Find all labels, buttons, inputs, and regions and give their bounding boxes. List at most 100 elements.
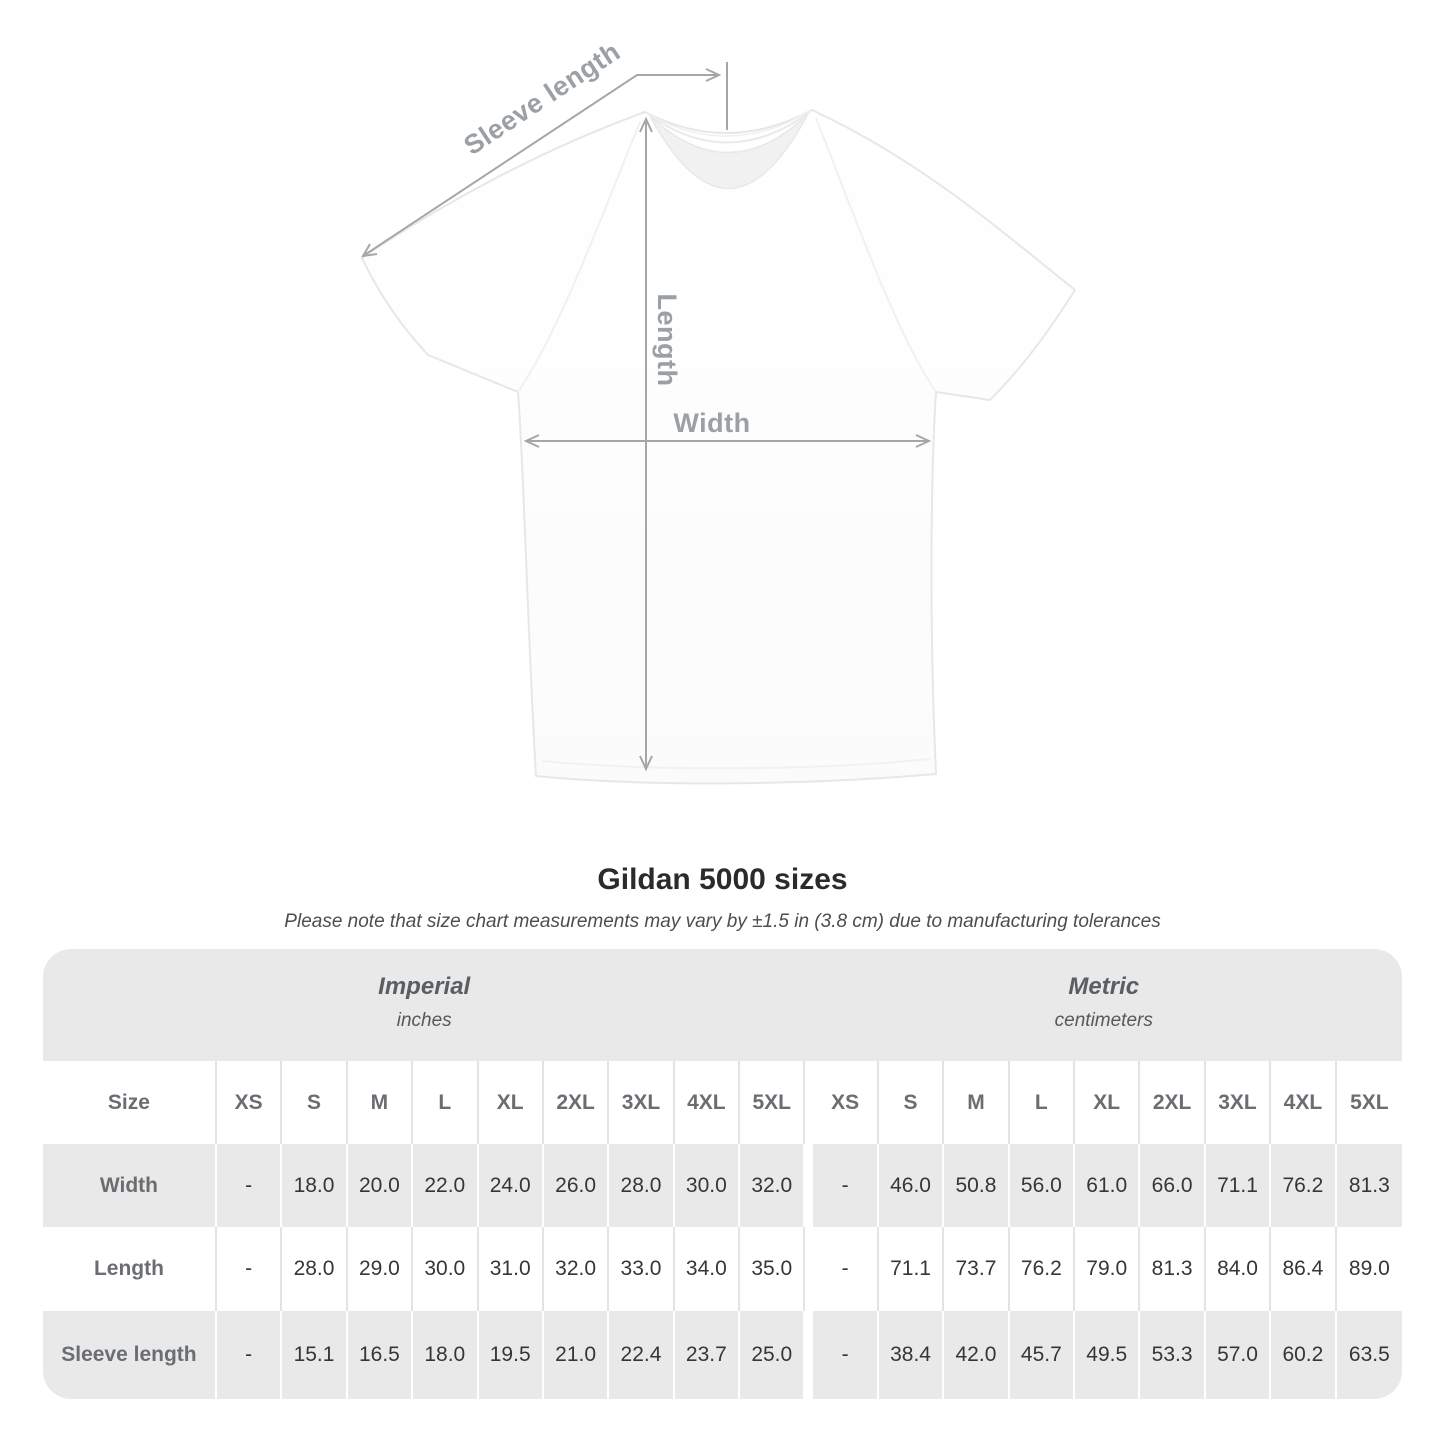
size-header-cell: XS: [813, 1061, 879, 1144]
measurement-value-cell: 49.5: [1075, 1311, 1141, 1399]
size-header-cell: S: [282, 1061, 348, 1144]
measurement-value-cell: 42.0: [944, 1311, 1010, 1399]
collar-seam: [647, 111, 811, 144]
measurement-value-cell: 86.4: [1271, 1227, 1337, 1311]
length-arrowhead-bottom: [639, 755, 653, 772]
measurement-value-cell: 30.0: [413, 1227, 479, 1311]
size-header-cell: L: [413, 1061, 479, 1144]
left-armhole-seam: [517, 121, 641, 393]
tolerance-note: Please note that size chart measurements…: [284, 911, 1161, 932]
unit-divider: [805, 1061, 814, 1144]
size-header-cell: 4XL: [674, 1061, 741, 1144]
measurement-value-cell: 35.0: [740, 1227, 806, 1311]
measurement-value-cell: 32.0: [543, 1227, 610, 1311]
measurement-value-cell: 16.5: [347, 1311, 414, 1399]
tshirt-illustration: [361, 109, 1076, 785]
measurement-value-cell: 19.5: [478, 1311, 544, 1399]
measurement-value-cell: 81.3: [1336, 1144, 1403, 1227]
measurement-value-cell: -: [216, 1227, 283, 1311]
measurement-value-cell: 76.2: [1271, 1144, 1337, 1227]
size-header-cell: XL: [1075, 1061, 1141, 1144]
measurement-value-cell: 33.0: [609, 1227, 675, 1311]
measurement-value-cell: 84.0: [1205, 1227, 1272, 1311]
measurement-value-cell: 26.0: [543, 1144, 610, 1227]
measurement-value-cell: 60.2: [1271, 1311, 1337, 1399]
unit-group-header-row: Imperial inches Metric centimeters: [42, 949, 1403, 1061]
size-header-cell: S: [878, 1061, 945, 1144]
size-chart-table: Imperial inches Metric centimeters Size XS S M L…: [42, 949, 1403, 1399]
measurement-value-cell: 18.0: [413, 1311, 479, 1399]
measurement-value-cell: 31.0: [478, 1227, 544, 1311]
measurement-value-cell: 79.0: [1075, 1227, 1141, 1311]
measurement-value-cell: -: [813, 1227, 879, 1311]
size-header-cell: XS: [216, 1061, 283, 1144]
measurement-value-cell: 53.3: [1140, 1311, 1206, 1399]
measurement-value-cell: 45.7: [1009, 1311, 1076, 1399]
sleeve-length-arrow-line: [362, 74, 718, 257]
unit-divider: [805, 1227, 814, 1311]
measurement-value-cell: 28.0: [282, 1227, 348, 1311]
size-header-row: Size XS S M L XL 2XL 3XL 4XL 5XL XS S M L XL 2XL 3XL 4XL 5…: [42, 1061, 1403, 1144]
measurement-value-cell: 15.1: [282, 1311, 348, 1399]
measurement-value-cell: 34.0: [674, 1227, 741, 1311]
unit-divider: [805, 1311, 814, 1399]
hem-seam: [541, 758, 931, 770]
measurement-value-cell: 46.0: [878, 1144, 945, 1227]
size-header-cell: 3XL: [609, 1061, 675, 1144]
measurement-value-cell: 57.0: [1205, 1311, 1272, 1399]
unit-group-label: Imperial: [378, 972, 471, 1000]
tshirt-measurement-diagram: Sleeve length Length Width: [361, 36, 1076, 785]
sleeve-length-arrowhead-right: [705, 68, 722, 82]
measurement-value-cell: 30.0: [674, 1144, 741, 1227]
measurement-value-cell: 50.8: [944, 1144, 1010, 1227]
measurement-value-cell: 20.0: [347, 1144, 414, 1227]
size-header-cell: M: [944, 1061, 1010, 1144]
right-armhole-seam: [815, 117, 937, 393]
width-arrowhead-left: [523, 434, 540, 448]
measurement-row-label: Width: [42, 1144, 217, 1227]
length-arrowhead-top: [639, 116, 653, 133]
measurement-row: Width -18.0 20.0 22.0 24.0 26.0 28.0 30.0 32.0-4…: [42, 1144, 1403, 1227]
measurement-value-cell: 32.0: [740, 1144, 806, 1227]
size-header-cell: 5XL: [740, 1061, 806, 1144]
size-header-cell: M: [347, 1061, 414, 1144]
unit-group-sublabel: centimeters: [1054, 1009, 1153, 1031]
collar-outer-seam: [645, 110, 811, 137]
page-title: Gildan 5000 sizes: [597, 863, 848, 896]
size-chart-body: Imperial inches Metric centimeters Size XS S M L…: [42, 949, 1403, 1399]
measurement-arrows: [361, 62, 932, 772]
measurement-value-cell: 76.2: [1009, 1227, 1076, 1311]
measurement-row-label: Sleeve length: [42, 1311, 217, 1399]
measurement-value-cell: 23.7: [674, 1311, 741, 1399]
width-label: Width: [673, 408, 750, 438]
size-header-cell: L: [1009, 1061, 1076, 1144]
measurement-value-cell: 63.5: [1336, 1311, 1403, 1399]
measurement-value-cell: 29.0: [347, 1227, 414, 1311]
size-header-cell: XL: [478, 1061, 544, 1144]
tshirt-body-outline: [361, 109, 1076, 785]
measurement-value-cell: 22.4: [609, 1311, 675, 1399]
size-header-cell: 5XL: [1336, 1061, 1403, 1144]
size-header-cell: 2XL: [543, 1061, 610, 1144]
measurement-value-cell: 24.0: [478, 1144, 544, 1227]
measurement-value-cell: -: [813, 1144, 879, 1227]
measurement-value-cell: -: [216, 1311, 283, 1399]
measurement-value-cell: 56.0: [1009, 1144, 1076, 1227]
measurement-value-cell: 71.1: [878, 1227, 945, 1311]
width-arrowhead-right: [915, 434, 932, 448]
measurement-value-cell: 81.3: [1140, 1227, 1206, 1311]
imperial-group-header: Imperial inches: [42, 949, 806, 1061]
tshirt-diagram-svg: Sleeve length Length Width: [361, 36, 1076, 785]
measurement-value-cell: 73.7: [944, 1227, 1010, 1311]
measurement-value-cell: 21.0: [543, 1311, 610, 1399]
unit-group-label: Metric: [1068, 972, 1140, 1000]
measurement-value-cell: 89.0: [1336, 1227, 1403, 1311]
measurement-value-cell: 66.0: [1140, 1144, 1206, 1227]
measurement-value-cell: 38.4: [878, 1311, 945, 1399]
sleeve-length-arrowhead-left: [361, 243, 378, 258]
measurement-value-cell: 61.0: [1075, 1144, 1141, 1227]
measurement-row: Length -28.0 29.0 30.0 31.0 32.0 33.0 34.0 35.0-…: [42, 1227, 1403, 1311]
unit-group-sublabel: inches: [396, 1009, 452, 1031]
measurement-value-cell: -: [813, 1311, 879, 1399]
